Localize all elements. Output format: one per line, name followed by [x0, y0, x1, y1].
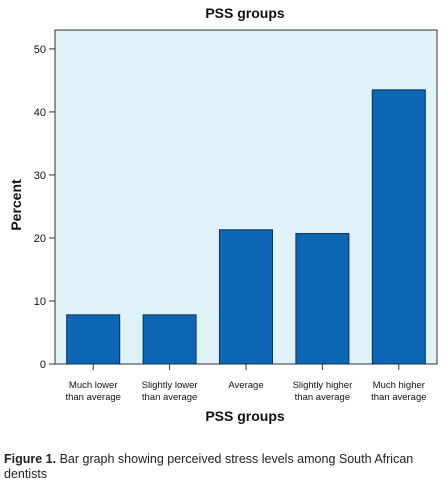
x-tick-label: Average: [228, 380, 263, 391]
x-tick-label: Much lower than average: [65, 380, 120, 403]
caption-label: Figure 1.: [4, 452, 57, 466]
bar: [371, 89, 426, 365]
x-axis-label: PSS groups: [205, 408, 285, 424]
bars: [66, 89, 426, 365]
bar: [66, 314, 121, 365]
y-tick-label: 0: [40, 359, 46, 371]
caption-text: Bar graph showing perceived stress level…: [4, 452, 414, 481]
y-tick-label: 20: [34, 233, 46, 245]
figure-caption: Figure 1. Bar graph showing perceived st…: [4, 452, 434, 482]
y-tick-label: 50: [34, 44, 46, 56]
bar: [219, 229, 273, 365]
y-tick-label: 10: [34, 296, 46, 308]
bar: [142, 314, 197, 365]
x-tick-label: Slightly higher than average: [293, 380, 353, 403]
bar: [295, 233, 350, 365]
y-tick-label: 40: [34, 107, 46, 119]
x-tick-label: Much higher than average: [371, 380, 426, 403]
x-tick-label: Slightly lower than average: [142, 380, 198, 403]
y-tick-label: 30: [34, 170, 46, 182]
bar-chart: PSS groups 0 10 20 30 40 50 Much lower than av…: [8, 5, 438, 424]
x-axis: Much lower than average Slightly lower than…: [65, 364, 427, 403]
chart-title: PSS groups: [205, 5, 285, 21]
y-axis-label: Percent: [8, 179, 24, 231]
y-axis: 0 10 20 30 40 50: [34, 44, 55, 371]
